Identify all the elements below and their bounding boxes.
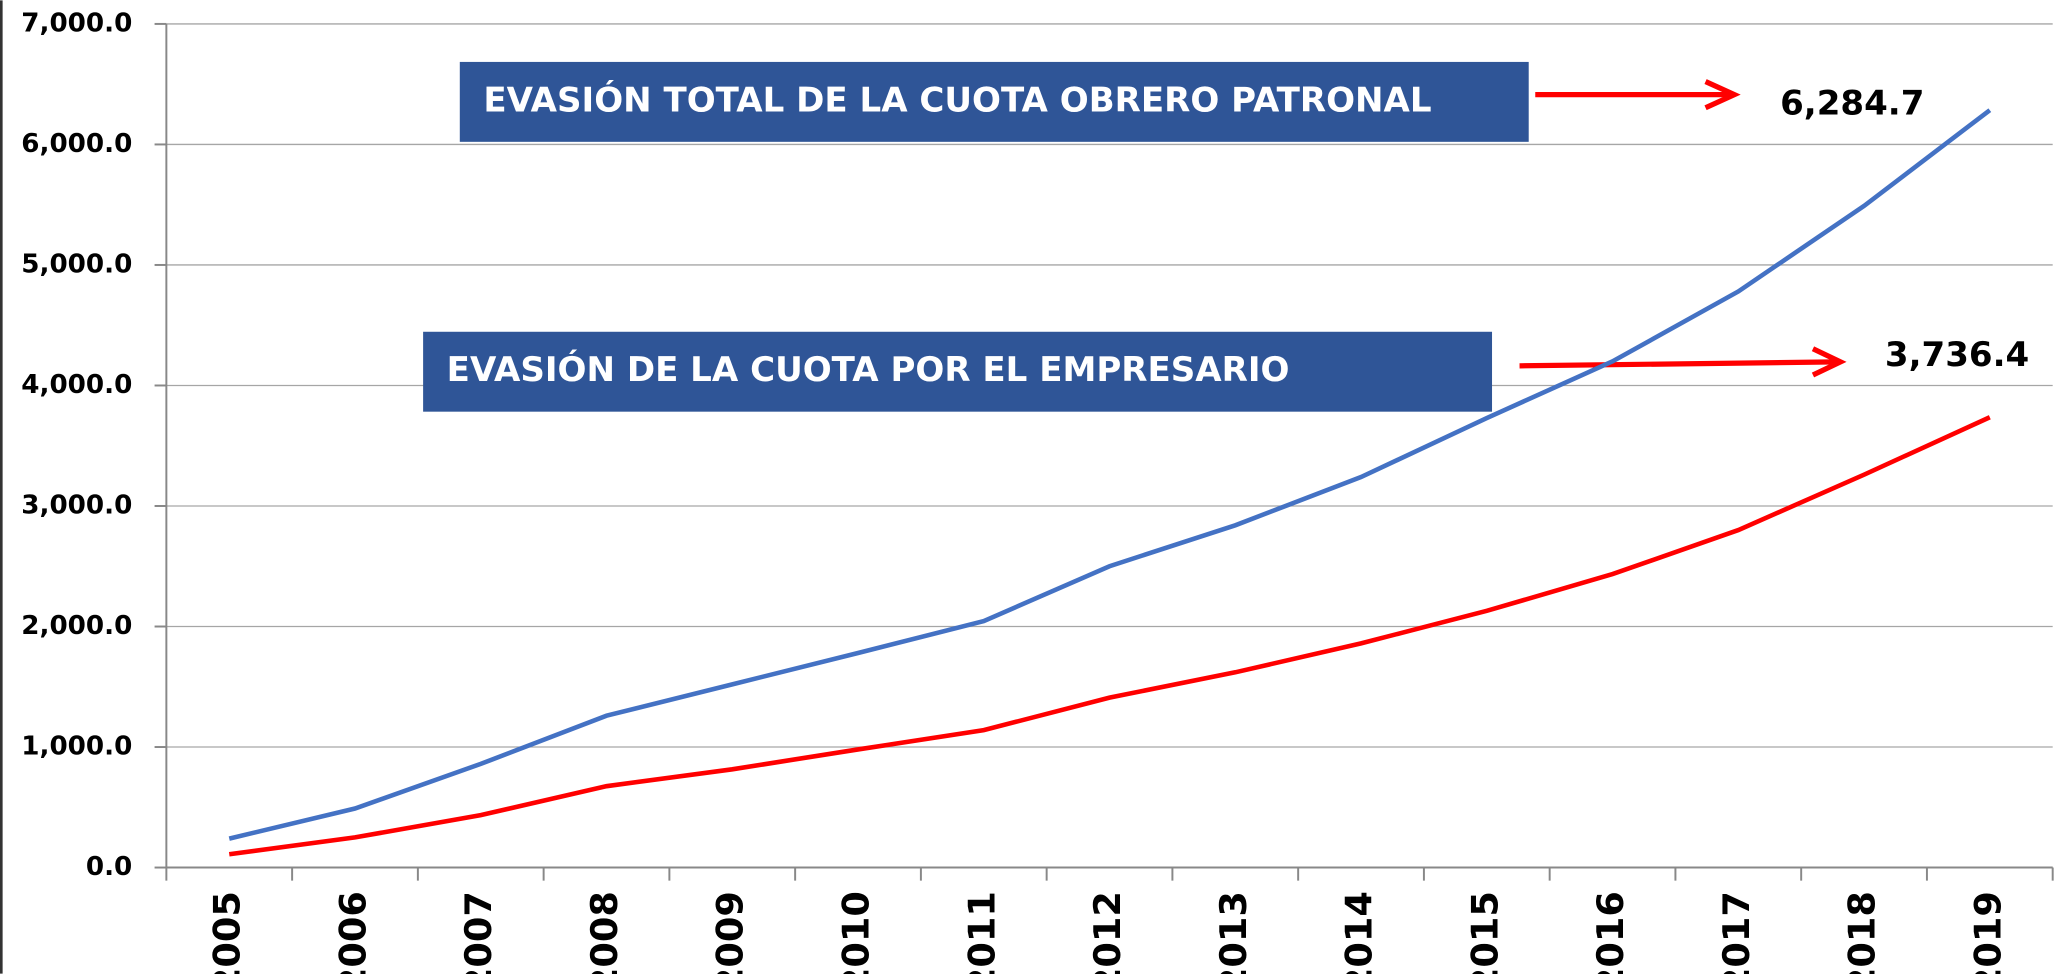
legend-box: [423, 331, 1493, 412]
x-tick-label: 2007: [457, 891, 500, 974]
y-tick-label: 3,000.0: [21, 490, 132, 520]
arrow-head: [1811, 346, 1847, 378]
arrows: [1519, 79, 1847, 378]
x-tick-label: 2014: [1338, 891, 1381, 974]
y-tick-label: 5,000.0: [21, 249, 132, 279]
y-tick-label: 4,000.0: [21, 370, 132, 400]
x-tick-label: 2019: [1966, 891, 2009, 974]
x-tick-label: 2015: [1463, 891, 1506, 974]
x-tick-label: 2013: [1212, 891, 1255, 974]
y-tick-label: 7,000.0: [21, 8, 132, 38]
y-tick-label: 1,000.0: [21, 732, 132, 762]
legend-label: EVASIÓN DE LA CUOTA POR EL EMPRESARIO: [447, 349, 1290, 390]
x-tick-label: 2017: [1715, 891, 1758, 974]
x-tick-label: 2016: [1589, 891, 1632, 974]
series-line: [228, 108, 1992, 841]
x-tick-label: 2008: [583, 891, 626, 974]
x-tick-label: 2009: [709, 891, 752, 974]
x-tick-label: 2006: [331, 891, 374, 974]
value-label: 3,736.4: [1885, 335, 2029, 375]
x-tick-label: 2012: [1086, 891, 1129, 974]
y-tick-label: 0.0: [86, 852, 132, 882]
series-line: [228, 415, 1991, 857]
x-tick-label: 2010: [835, 891, 878, 974]
x-tick-label: 2005: [206, 891, 249, 974]
arrow: [1519, 359, 1837, 369]
legend-label: EVASIÓN TOTAL DE LA CUOTA OBRERO PATRONA…: [483, 79, 1431, 120]
x-tick-label: 2011: [960, 891, 1003, 974]
x-tick-label: 2018: [1841, 891, 1884, 974]
arrow-head: [1704, 79, 1741, 111]
y-tick-label: 2,000.0: [21, 611, 132, 641]
value-label: 6,284.7: [1780, 84, 1924, 124]
y-tick-label: 6,000.0: [21, 129, 132, 159]
legend-box: [459, 61, 1529, 142]
